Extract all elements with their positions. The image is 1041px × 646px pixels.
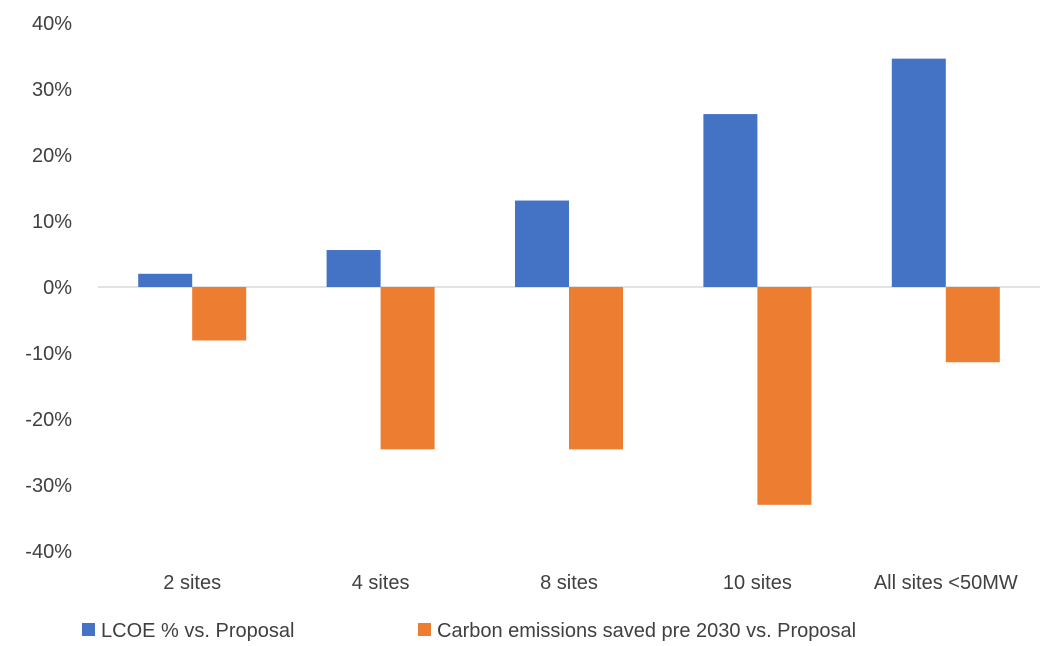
y-tick-label: 10% (32, 211, 72, 233)
bar-carbon (757, 287, 812, 505)
legend-label: LCOE % vs. Proposal (101, 620, 294, 641)
y-tick-label: 30% (32, 79, 72, 101)
y-tick-label: -20% (25, 409, 72, 431)
bar-carbon (569, 287, 623, 450)
y-tick-label: -10% (25, 343, 72, 365)
bar-lcoe (138, 273, 193, 287)
bar-carbon (192, 287, 247, 341)
y-tick-label: 0% (43, 277, 72, 299)
legend-swatch (82, 623, 95, 636)
y-tick-label: -40% (25, 541, 72, 563)
legend-label: Carbon emissions saved pre 2030 vs. Prop… (437, 620, 856, 641)
y-tick-label: 20% (32, 145, 72, 167)
bars (138, 58, 1000, 505)
x-category-label: 8 sites (540, 572, 598, 594)
x-category-label: 4 sites (352, 572, 410, 594)
x-category-label: All sites <50MW (874, 572, 1018, 594)
x-category-label: 2 sites (163, 572, 221, 594)
x-axis: 2 sites 4 sites 8 sites 10 sites All sites <… (163, 572, 1018, 594)
x-category-label: 10 sites (723, 572, 792, 594)
bar-lcoe (326, 250, 381, 287)
y-axis: 40% 30% 20% 10% 0% -10% -20% -30% -40% (25, 13, 72, 563)
bar-lcoe (891, 58, 946, 287)
y-tick-label: 40% (32, 13, 72, 35)
legend: LCOE % vs. Proposal Carbon emissions save… (82, 620, 856, 642)
bar-lcoe (515, 200, 569, 287)
bar-lcoe (703, 114, 758, 287)
legend-swatch (418, 623, 431, 636)
bar-carbon (380, 287, 435, 450)
bar-carbon (945, 287, 1000, 363)
y-tick-label: -30% (25, 475, 72, 497)
